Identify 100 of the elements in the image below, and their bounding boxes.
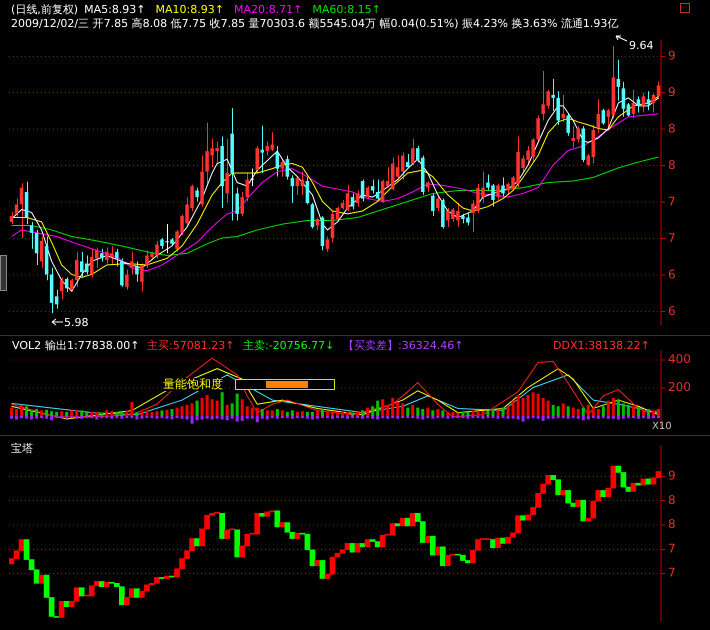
candlestick	[561, 94, 565, 122]
candlestick	[260, 125, 264, 174]
candlestick	[646, 90, 650, 111]
candlestick	[74, 251, 78, 288]
bar	[30, 410, 34, 416]
annotation: 9.64	[629, 39, 654, 52]
bar	[466, 412, 470, 416]
bar	[264, 512, 270, 517]
candlestick	[276, 146, 280, 178]
candlestick	[245, 172, 249, 202]
candlestick	[496, 183, 500, 201]
bar	[496, 416, 500, 419]
candlestick	[240, 191, 244, 217]
y-tick-label: 7	[668, 541, 676, 556]
bar	[50, 411, 54, 416]
bar	[606, 400, 610, 416]
candlestick	[250, 168, 254, 187]
bar	[134, 588, 140, 598]
bar	[642, 409, 645, 416]
bar	[346, 416, 350, 419]
bar	[104, 582, 110, 588]
bar	[640, 478, 646, 486]
chart-subtitle: 2009/12/02/三 开7.85 高8.08 低7.75 收7.85 量70303.6 额5545.04万 幅0.04(0.51%) 振4.23% 换3.63% 流通1.93亿	[11, 17, 618, 30]
bar	[250, 416, 254, 419]
bar	[186, 416, 189, 420]
bar	[456, 412, 460, 416]
bar	[15, 409, 18, 416]
bar	[592, 408, 595, 416]
y-tick-label: 9	[668, 468, 676, 482]
bar	[236, 416, 239, 422]
candlestick	[165, 224, 169, 254]
bar	[406, 408, 410, 416]
bar	[296, 412, 299, 416]
bar	[310, 412, 314, 416]
bar	[35, 416, 38, 419]
bar	[471, 410, 474, 416]
bar	[276, 409, 279, 416]
candlestick	[596, 98, 600, 134]
candlestick	[256, 146, 260, 174]
bar	[130, 402, 134, 416]
bar	[65, 412, 68, 416]
bar	[582, 408, 585, 416]
candlestick	[616, 59, 620, 102]
bar	[596, 416, 600, 419]
text: MA10:8.93↑	[156, 3, 224, 16]
bar	[376, 400, 380, 416]
bar	[411, 404, 414, 416]
bar	[140, 416, 144, 419]
bar	[536, 394, 540, 416]
bar	[431, 416, 434, 419]
bar	[256, 408, 259, 416]
bar	[320, 560, 326, 579]
bar	[180, 416, 184, 419]
bar	[240, 399, 244, 416]
bar	[446, 416, 450, 419]
y-tick-label: 8	[668, 158, 676, 172]
candlestick	[160, 237, 164, 250]
annotation: 【买卖差】:36324.46↑	[343, 339, 464, 352]
bar	[461, 412, 464, 416]
bar	[210, 399, 214, 416]
bar	[155, 416, 158, 419]
bar	[616, 416, 620, 420]
bar	[441, 410, 444, 416]
candlestick	[115, 248, 119, 267]
bar	[496, 410, 500, 416]
bar	[346, 412, 350, 416]
bar	[522, 398, 525, 416]
bar	[371, 416, 374, 419]
bar	[78, 587, 85, 596]
bar	[536, 416, 540, 419]
bar	[522, 416, 525, 422]
bar	[150, 412, 154, 416]
bar	[170, 409, 174, 416]
bar	[220, 392, 224, 416]
bar	[320, 409, 324, 416]
bar	[542, 398, 545, 416]
bar	[210, 416, 214, 420]
bar	[280, 410, 284, 416]
bar	[140, 412, 144, 416]
bar	[316, 410, 319, 416]
bar	[25, 416, 28, 419]
bar	[316, 416, 319, 419]
bar	[526, 395, 530, 416]
bar	[612, 398, 615, 416]
bar	[622, 403, 625, 416]
bar	[25, 406, 28, 416]
candlestick	[636, 96, 640, 113]
bar	[266, 416, 269, 420]
bar	[98, 581, 105, 588]
bar	[532, 392, 535, 416]
bar	[165, 410, 168, 416]
bar	[10, 416, 14, 419]
candlestick	[551, 78, 555, 112]
candlestick	[602, 108, 606, 126]
bar	[361, 416, 364, 419]
bar	[196, 400, 199, 416]
candlestick	[70, 278, 74, 292]
y-tick-label: 7	[668, 566, 676, 580]
bar	[394, 523, 401, 526]
bar	[386, 404, 390, 416]
